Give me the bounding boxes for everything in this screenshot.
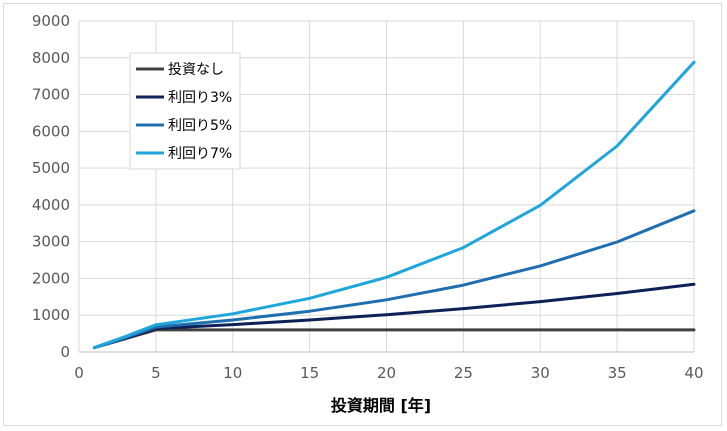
- x-tick-label: 5: [151, 364, 161, 382]
- y-tick-label: 7000: [32, 86, 70, 104]
- y-tick-label: 3000: [32, 233, 70, 251]
- y-tick-label: 0: [60, 343, 70, 361]
- y-tick-label: 1000: [32, 306, 70, 324]
- x-tick-label: 25: [454, 364, 473, 382]
- line-chart: 0 1000 2000 3000 4000 5000 6000 7000 8000 9000 0 5 1…: [32, 12, 704, 415]
- y-tick-label: 6000: [32, 122, 70, 140]
- series-line-利回り7%: [92, 60, 696, 350]
- legend-label: 投資なし: [168, 62, 224, 78]
- y-tick-label: 5000: [32, 159, 70, 177]
- x-tick-label: 0: [74, 364, 84, 382]
- series-lines: [92, 60, 696, 350]
- x-tick-label: 20: [377, 364, 396, 382]
- x-tick-label: 40: [684, 364, 703, 382]
- legend-label: 利回り3%: [168, 90, 232, 106]
- y-tick-label: 4000: [32, 196, 70, 214]
- y-tick-label: 9000: [32, 12, 70, 30]
- y-tick-label: 8000: [32, 49, 70, 67]
- legend-label: 利回り5%: [168, 118, 232, 134]
- legend-label: 利回り7%: [168, 146, 232, 162]
- x-tick-label: 35: [608, 364, 627, 382]
- series-line-投資なし: [92, 328, 696, 350]
- axes: [78, 21, 694, 353]
- chart-frame: 0 1000 2000 3000 4000 5000 6000 7000 8000 9000 0 5 1…: [3, 3, 722, 426]
- y-tick-label: 2000: [32, 269, 70, 287]
- x-tick-label: 10: [223, 364, 242, 382]
- tick-labels: 0 1000 2000 3000 4000 5000 6000 7000 8000 9000 0 5 1…: [32, 12, 704, 382]
- x-axis-label: 投資期間 [年]: [331, 396, 431, 415]
- legend-box: [129, 52, 241, 170]
- x-tick-label: 15: [300, 364, 319, 382]
- series-line-利回り3%: [92, 282, 696, 350]
- x-tick-label: 30: [531, 364, 550, 382]
